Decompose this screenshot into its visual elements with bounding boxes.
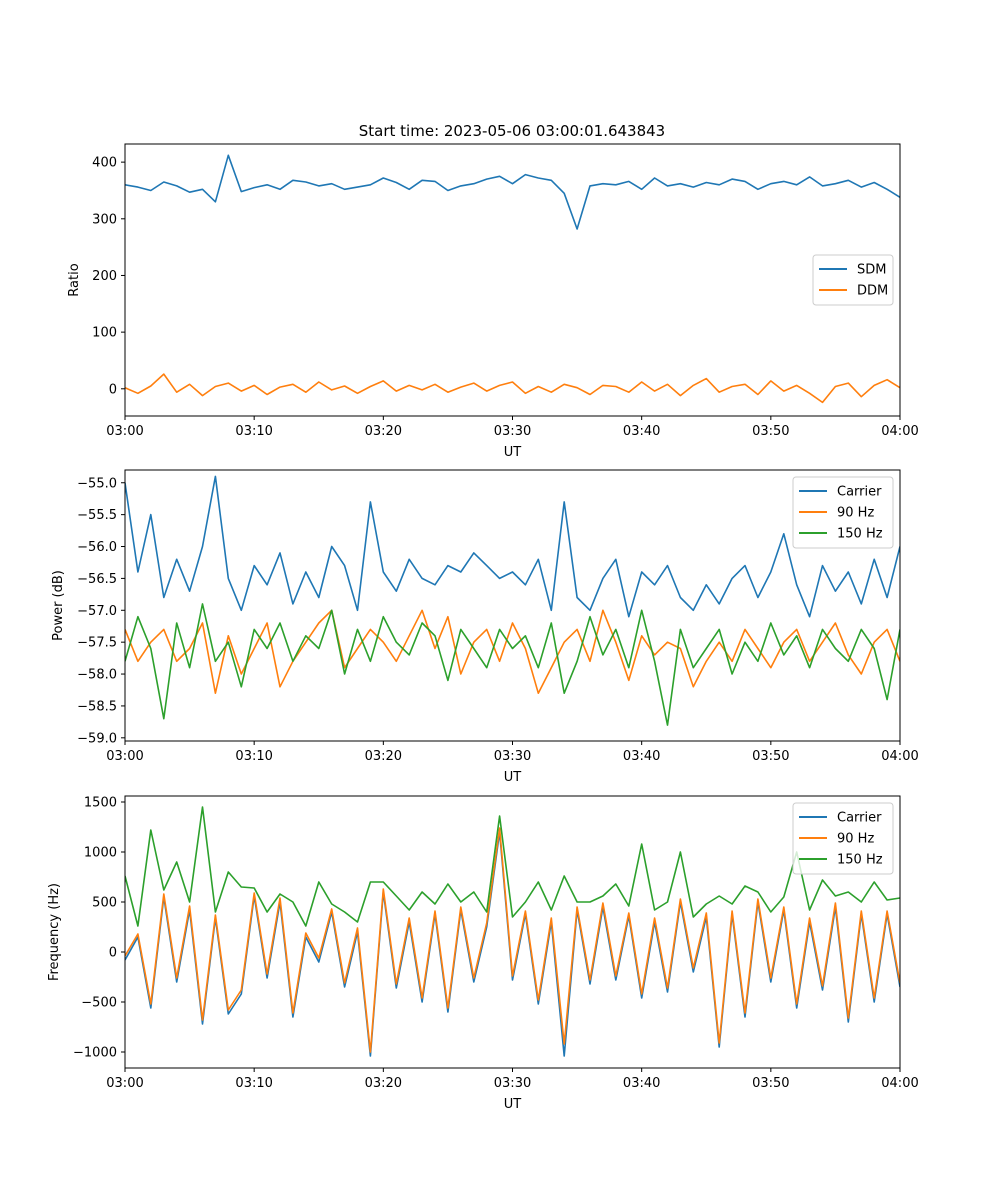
y-tick-label: −56.0 bbox=[77, 540, 117, 555]
x-tick-label: 03:10 bbox=[235, 424, 272, 439]
legend-label: 150 Hz bbox=[837, 527, 883, 542]
x-tick-label: 03:00 bbox=[106, 424, 143, 439]
legend-box bbox=[792, 802, 894, 875]
y-tick-label: −500 bbox=[81, 996, 117, 1011]
legend-label: 90 Hz bbox=[837, 832, 874, 847]
series-group bbox=[125, 154, 900, 404]
x-tick-label: 03:00 bbox=[106, 1076, 143, 1091]
x-tick-label: 04:00 bbox=[881, 1076, 918, 1091]
y-tick-label: 300 bbox=[92, 212, 117, 227]
x-tick-label: 03:10 bbox=[235, 1076, 272, 1091]
x-tick-label: 03:20 bbox=[365, 1076, 402, 1091]
series-line-ddm bbox=[125, 373, 900, 404]
y-tick-label: −58.0 bbox=[77, 668, 117, 683]
y-tick-label: −59.0 bbox=[77, 731, 117, 746]
x-tick-label: 03:50 bbox=[752, 749, 789, 764]
y-tick-label: 0 bbox=[109, 946, 117, 961]
y-tick-label: 500 bbox=[92, 896, 117, 911]
y-axis-label: Ratio bbox=[67, 263, 82, 296]
panel-frequency: 03:00 03:10 03:20 03:30 03:40 03:50 04:00 −1000… bbox=[47, 795, 919, 1112]
x-axis-label: UT bbox=[504, 445, 522, 460]
x-axis-label: UT bbox=[504, 770, 522, 785]
y-tick-label: 0 bbox=[109, 382, 117, 397]
x-axis-label: UT bbox=[504, 1097, 522, 1112]
y-tick-label: 100 bbox=[92, 326, 117, 341]
x-tick-label: 03:40 bbox=[623, 1076, 660, 1091]
series-line-150-hz bbox=[125, 603, 900, 726]
x-tick-label: 03:30 bbox=[494, 424, 531, 439]
y-tick-label: −57.5 bbox=[77, 636, 117, 651]
y-tick-label: −58.5 bbox=[77, 699, 117, 714]
y-tick-label: 200 bbox=[92, 269, 117, 284]
x-tick-label: 04:00 bbox=[881, 749, 918, 764]
axes-frame bbox=[124, 469, 901, 742]
y-tick-label: −56.5 bbox=[77, 572, 117, 587]
legend-label: 150 Hz bbox=[837, 853, 883, 868]
legend-label: SDM bbox=[857, 263, 886, 278]
x-tick-label: 03:30 bbox=[494, 1076, 531, 1091]
panel-ratio: 03:00 03:10 03:20 03:30 03:40 03:50 04:00 0 100 2… bbox=[67, 143, 919, 460]
y-tick-label: −55.5 bbox=[77, 508, 117, 523]
x-tick-label: 03:10 bbox=[235, 749, 272, 764]
y-tick-label: −57.0 bbox=[77, 604, 117, 619]
figure-title: Start time: 2023-05-06 03:00:01.643843 bbox=[359, 122, 665, 140]
y-tick-label: −1000 bbox=[73, 1046, 117, 1061]
series-line-150-hz bbox=[125, 806, 900, 927]
x-tick-label: 03:20 bbox=[365, 424, 402, 439]
x-tick-label: 04:00 bbox=[881, 424, 918, 439]
x-tick-label: 03:20 bbox=[365, 749, 402, 764]
y-tick-label: 1000 bbox=[84, 846, 117, 861]
y-tick-label: 400 bbox=[92, 156, 117, 171]
x-tick-label: 03:40 bbox=[623, 749, 660, 764]
series-group bbox=[125, 806, 900, 1057]
legend-box bbox=[812, 254, 894, 306]
series-group bbox=[125, 475, 900, 726]
legend-label: Carrier bbox=[837, 485, 882, 500]
x-tick-label: 03:50 bbox=[752, 1076, 789, 1091]
legend: Carrier 90 Hz 150 Hz bbox=[792, 476, 894, 549]
x-tick-label: 03:50 bbox=[752, 424, 789, 439]
legend-label: DDM bbox=[857, 284, 888, 299]
legend-label: Carrier bbox=[837, 811, 882, 826]
y-axis-label: Power (dB) bbox=[51, 570, 66, 641]
series-line-sdm bbox=[125, 154, 900, 230]
x-tick-label: 03:30 bbox=[494, 749, 531, 764]
legend-label: 90 Hz bbox=[837, 506, 874, 521]
series-line-carrier bbox=[125, 475, 900, 618]
axes-frame bbox=[124, 143, 901, 417]
y-axis-label: Frequency (Hz) bbox=[47, 883, 62, 981]
x-tick-label: 03:00 bbox=[106, 749, 143, 764]
y-tick-label: 1500 bbox=[84, 796, 117, 811]
series-line-90-hz bbox=[125, 609, 900, 695]
panel-power: 03:00 03:10 03:20 03:30 03:40 03:50 04:00 −55.0… bbox=[51, 469, 919, 785]
legend-box bbox=[792, 476, 894, 549]
series-line-carrier bbox=[125, 831, 900, 1057]
series-line-90-hz bbox=[125, 827, 900, 1053]
axes-frame bbox=[124, 795, 901, 1069]
legend: Carrier 90 Hz 150 Hz bbox=[792, 802, 894, 875]
y-tick-label: −55.0 bbox=[77, 476, 117, 491]
legend: SDM DDM bbox=[812, 254, 894, 306]
x-tick-label: 03:40 bbox=[623, 424, 660, 439]
